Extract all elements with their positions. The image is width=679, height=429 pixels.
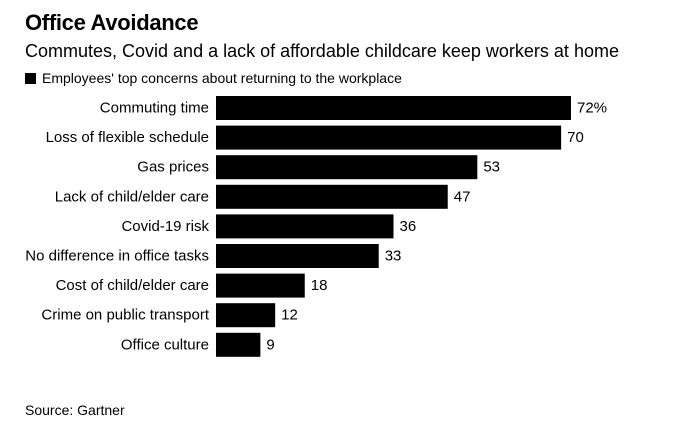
category-label-office-culture: Office culture <box>121 336 209 353</box>
value-label-commuting-time: 72% <box>577 100 607 117</box>
chart-legend: Employees' top concerns about returning … <box>25 70 402 86</box>
bar-cost-of-child-elder-care <box>216 273 305 298</box>
value-label-loss-of-flexible-schedule: 70 <box>567 129 584 146</box>
bar-no-difference-in-office-tasks <box>216 244 379 268</box>
chart-subtitle: Commutes, Covid and a lack of affordable… <box>25 41 619 61</box>
legend-swatch <box>25 72 36 84</box>
category-label-lack-of-child-elder-care: Lack of child/elder care <box>55 188 209 205</box>
category-label-gas-prices: Gas prices <box>137 159 209 176</box>
bar-crime-on-public-transport <box>216 303 276 328</box>
category-label-loss-of-flexible-schedule: Loss of flexible schedule <box>46 129 209 146</box>
bar-lack-of-child-elder-care <box>216 184 448 209</box>
category-label-cost-of-child-elder-care: Cost of child/elder care <box>56 277 209 294</box>
category-label-covid-19-risk: Covid-19 risk <box>121 218 209 235</box>
value-label-office-culture: 9 <box>266 336 274 353</box>
bar-covid-19-risk <box>216 214 394 239</box>
value-label-lack-of-child-elder-care: 47 <box>454 188 471 205</box>
value-label-covid-19-risk: 36 <box>400 218 417 235</box>
category-label-no-difference-in-office-tasks: No difference in office tasks <box>25 248 209 265</box>
bar-gas-prices <box>216 155 478 180</box>
bar-office-culture <box>216 332 261 357</box>
value-label-gas-prices: 53 <box>483 159 500 176</box>
bar-commuting-time <box>216 96 571 120</box>
value-label-no-difference-in-office-tasks: 33 <box>385 248 402 265</box>
category-label-commuting-time: Commuting time <box>100 100 209 117</box>
value-label-cost-of-child-elder-care: 18 <box>311 277 328 294</box>
chart-title: Office Avoidance <box>25 10 199 35</box>
source-note: Source: Gartner <box>25 402 125 418</box>
category-label-crime-on-public-transport: Crime on public transport <box>41 307 209 324</box>
legend-label: Employees' top concerns about returning … <box>42 70 402 86</box>
bar-loss-of-flexible-schedule <box>216 125 562 150</box>
value-label-crime-on-public-transport: 12 <box>281 307 298 324</box>
